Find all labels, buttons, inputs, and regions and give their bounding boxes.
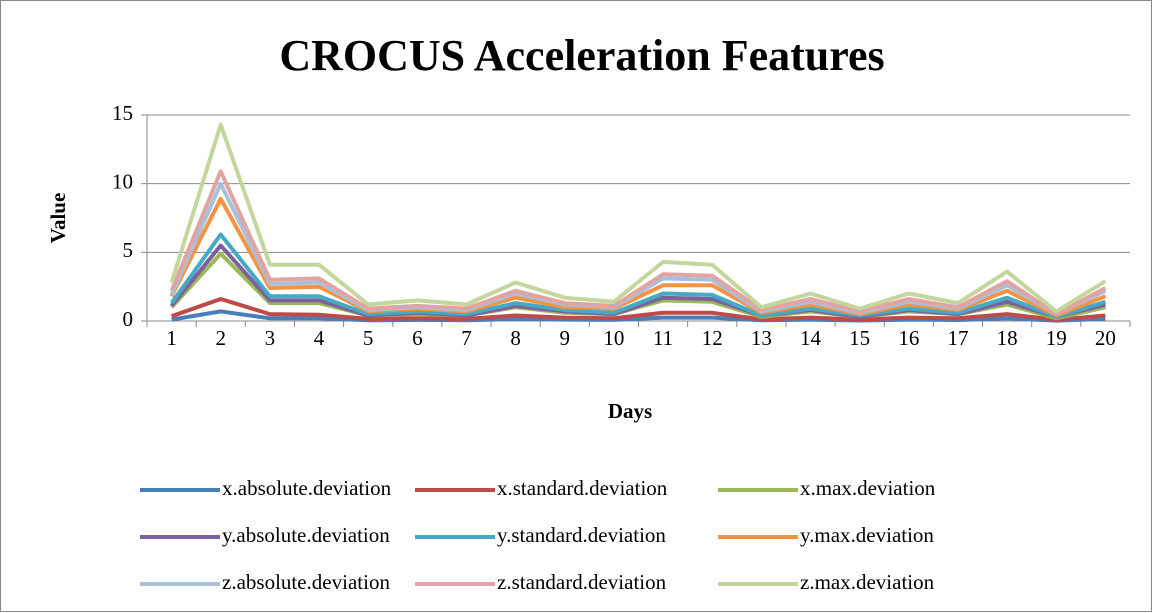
y-tick-label: 5 (123, 238, 134, 262)
legend-label: z.absolute.deviation (222, 570, 390, 594)
x-tick-label: 4 (314, 326, 325, 350)
x-tick-label: 9 (560, 326, 571, 350)
x-tick-label: 3 (265, 326, 276, 350)
x-tick-label: 8 (510, 326, 521, 350)
y-tick-label: 0 (123, 307, 134, 331)
x-tick-label: 15 (849, 326, 870, 350)
x-tick-label: 20 (1095, 326, 1116, 350)
x-tick-label: 19 (1046, 326, 1067, 350)
x-tick-label: 10 (603, 326, 624, 350)
x-tick-label: 12 (702, 326, 723, 350)
x-axis-title: Days (608, 399, 652, 423)
legend-label: y.max.deviation (800, 523, 934, 547)
series-line (169, 169, 1107, 317)
legend-label: z.standard.deviation (497, 570, 667, 594)
x-tick-label: 11 (653, 326, 673, 350)
x-tick-label: 14 (800, 326, 822, 350)
x-tick-label: 13 (751, 326, 772, 350)
x-tick-label: 5 (363, 326, 374, 350)
y-tick-label: 10 (112, 169, 133, 193)
x-tick-label: 17 (947, 326, 968, 350)
legend-label: x.absolute.deviation (222, 476, 392, 500)
legend-label: y.absolute.deviation (222, 523, 390, 547)
legend-label: x.max.deviation (800, 476, 936, 500)
x-tick-label: 18 (997, 326, 1018, 350)
legend-label: x.standard.deviation (497, 476, 668, 500)
y-tick-label: 15 (112, 101, 133, 125)
series-line (169, 232, 1106, 319)
chart-title: CROCUS Acceleration Features (279, 31, 884, 80)
series-line (169, 122, 1107, 314)
x-tick-label: 1 (166, 326, 177, 350)
x-tick-label: 16 (898, 326, 919, 350)
y-axis-title: Value (46, 193, 70, 244)
x-tick-label: 6 (412, 326, 423, 350)
legend-label: z.max.deviation (800, 570, 935, 594)
x-tick-label: 2 (215, 326, 226, 350)
legend-label: y.standard.deviation (497, 523, 666, 547)
series-line (170, 297, 1106, 322)
x-tick-label: 7 (461, 326, 472, 350)
